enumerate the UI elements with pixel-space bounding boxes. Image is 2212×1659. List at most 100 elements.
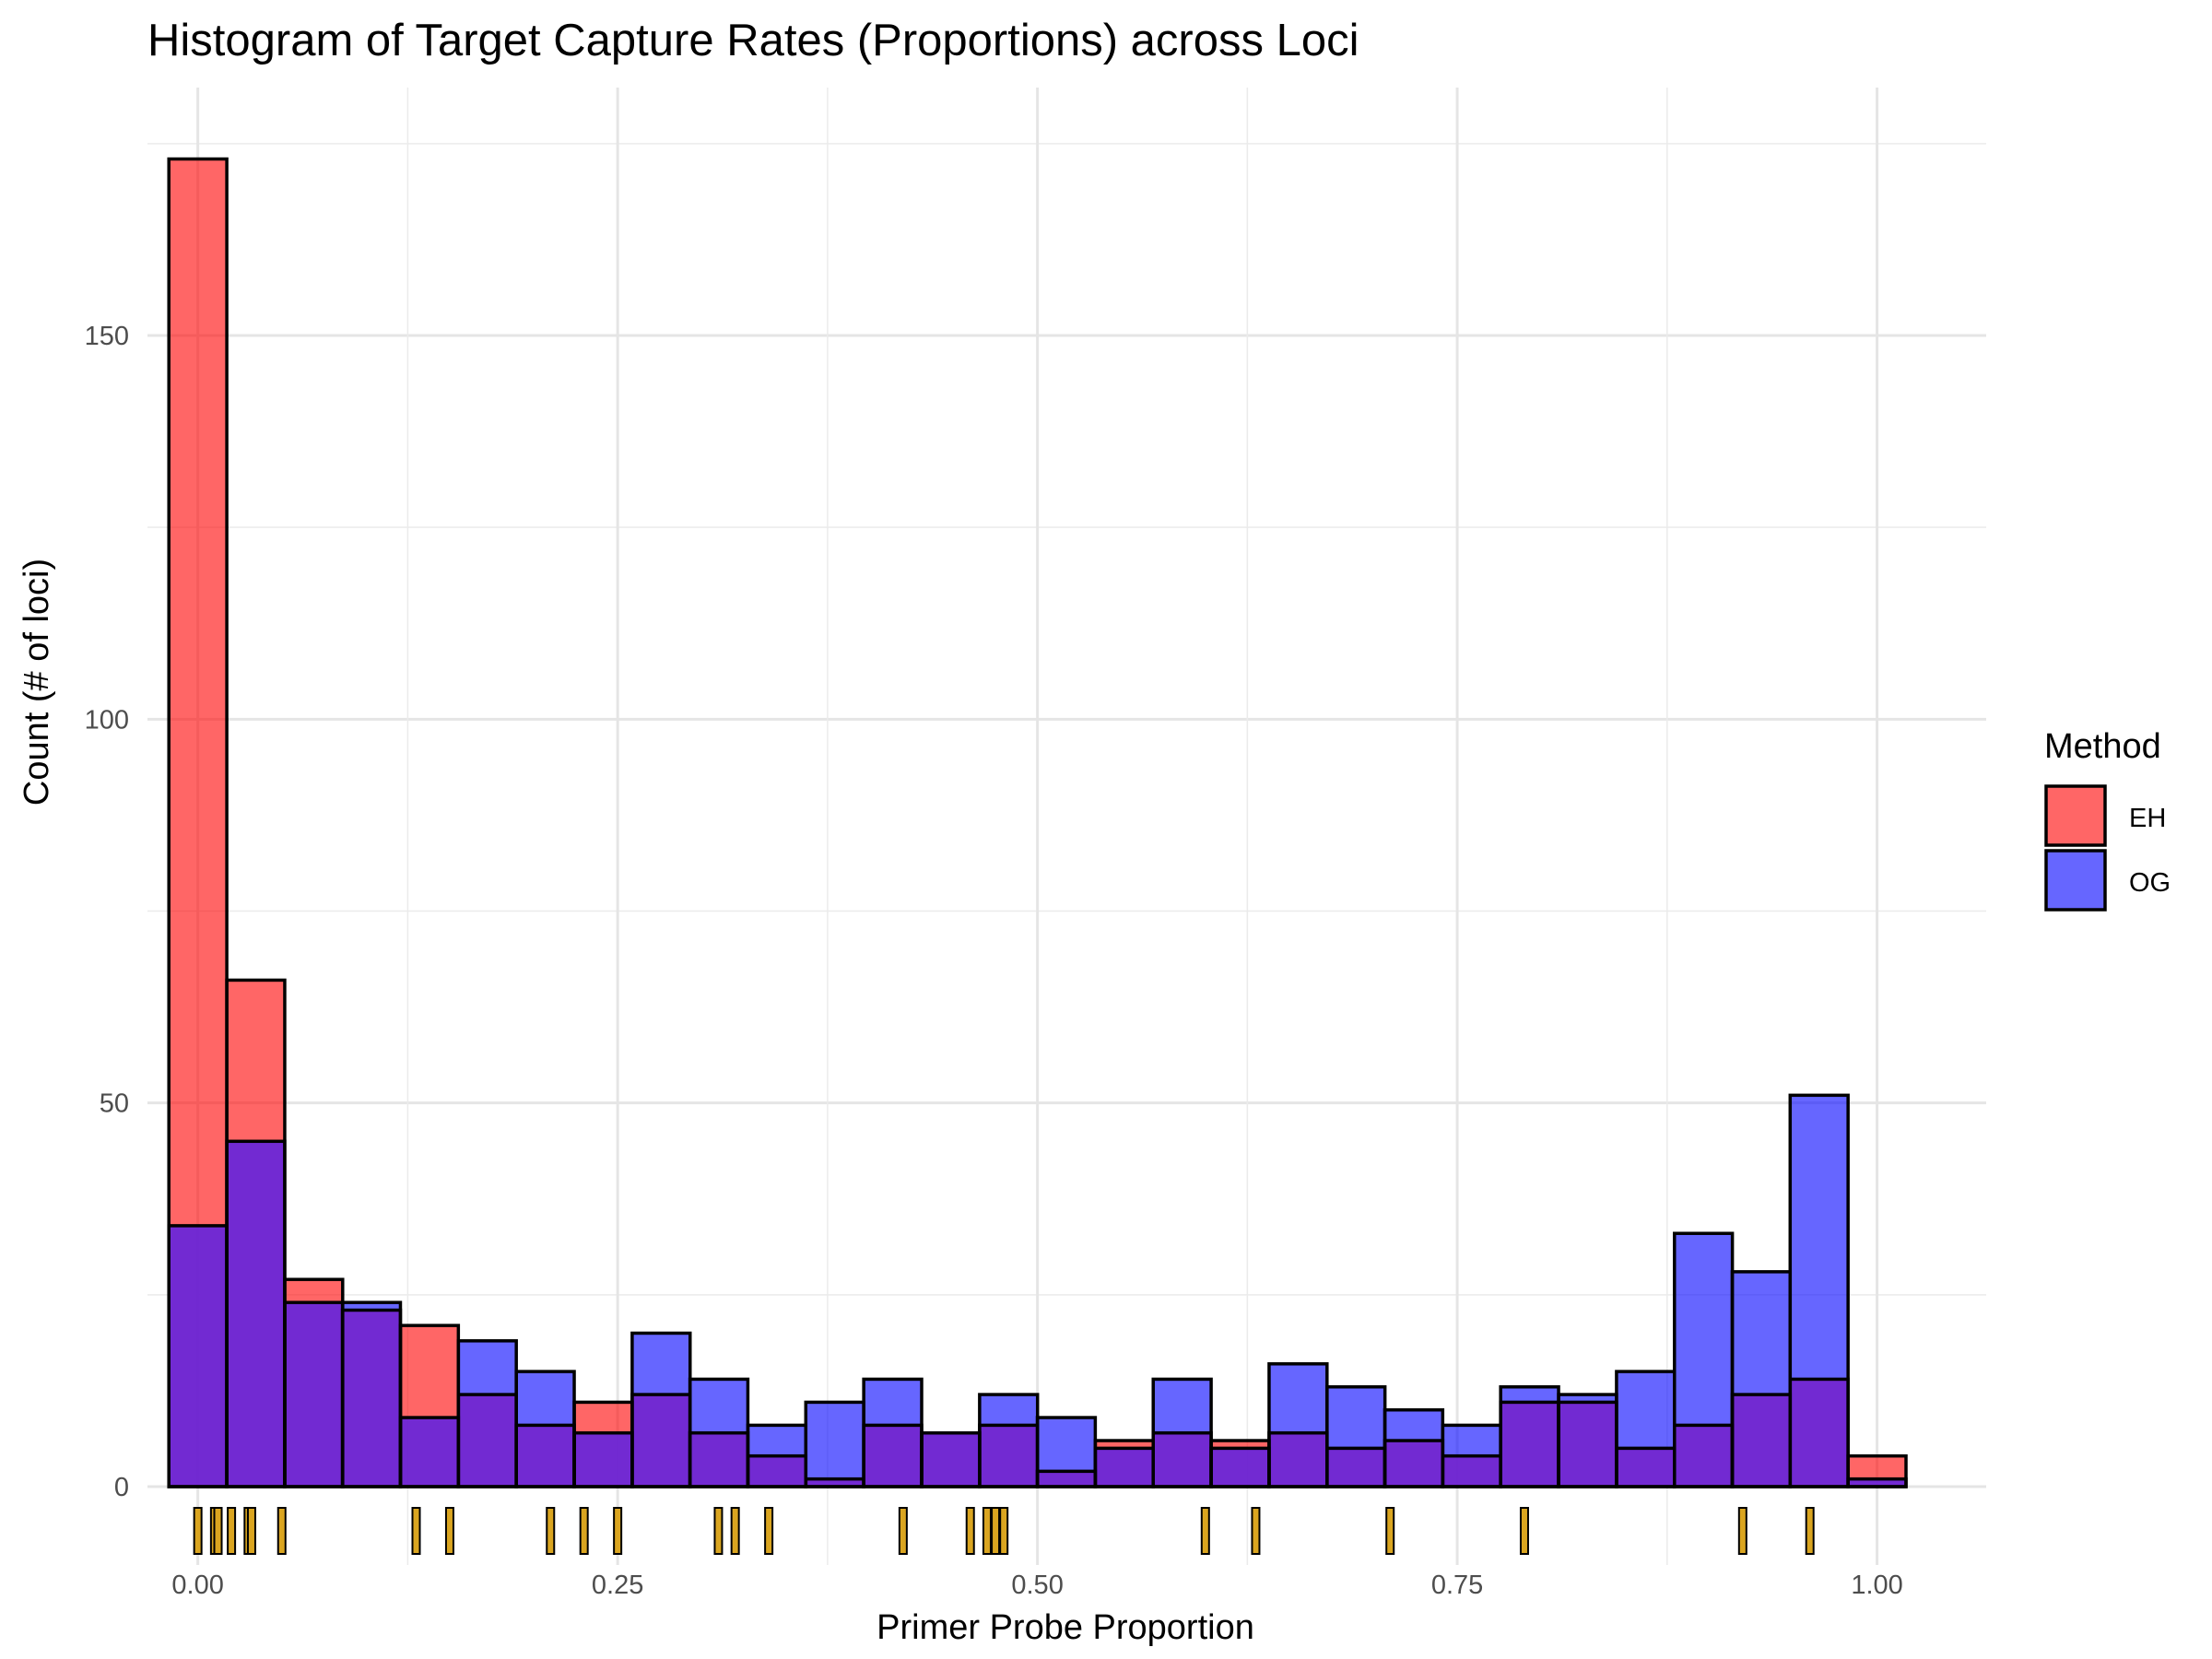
bar-fill-upper [1559,1394,1617,1403]
bar-fill-overlap [689,1432,748,1487]
bar-og [514,1370,576,1488]
legend-title: Method [2044,727,2161,766]
rug-mark [730,1507,740,1555]
bar-fill-overlap [864,1425,922,1487]
bar-fill-overlap [1442,1455,1501,1487]
bar-fill-overlap [747,1455,806,1487]
bar-fill-upper [1616,1371,1675,1449]
bar-fill-upper [1384,1409,1443,1441]
rug-mark [1805,1507,1815,1555]
bar-og [340,1300,403,1488]
bar-fill-upper [1848,1455,1907,1479]
bar-fill-overlap [342,1310,401,1487]
bar-fill-upper [227,980,285,1142]
bar-fill-upper [574,1402,632,1433]
bar-fill-overlap [1326,1448,1385,1487]
bar-fill-overlap [516,1425,575,1487]
y-tick-label: 50 [100,1089,129,1119]
rug-mark [982,1507,992,1555]
bar-fill-upper [458,1340,517,1395]
rug-mark [1251,1507,1261,1555]
bar-fill-upper [284,1279,343,1303]
bar-fill-upper [689,1379,748,1433]
bar-fill-overlap [574,1432,632,1487]
legend-label-og: OG [2129,868,2171,898]
bar-fill-overlap [631,1394,690,1487]
rug-mark [764,1507,774,1555]
bar-fill-overlap [1790,1379,1849,1487]
bar-fill-upper [1674,1233,1733,1426]
bar-fill-overlap [400,1418,459,1487]
bar-fill-overlap [1500,1402,1559,1487]
bar-og [1151,1377,1213,1488]
bar-fill-overlap [1211,1448,1269,1487]
bar-fill-overlap [1384,1441,1443,1487]
rug-mark [444,1507,454,1555]
rug-mark [546,1507,556,1555]
bar-fill-overlap [1559,1402,1617,1487]
y-tick-label: 0 [114,1473,129,1502]
bar-og [1788,1093,1850,1488]
legend-key-og [2044,849,2107,912]
rug-marks [193,1507,1815,1555]
bar-fill-overlap [458,1394,517,1487]
rug-mark [276,1507,287,1555]
bar-fill-upper [1790,1095,1849,1380]
rug-mark [1200,1507,1210,1555]
bar-fill-upper [400,1325,459,1418]
rug-mark [1385,1507,1395,1555]
bar-fill-upper [1326,1386,1385,1449]
bar-fill-upper [1732,1271,1791,1395]
bar-fill-overlap [1732,1394,1791,1487]
rug-mark [898,1507,908,1555]
bar-fill-overlap [979,1425,1038,1487]
bar-fill-upper [342,1302,401,1311]
bar-fill-overlap [1674,1425,1733,1487]
bar-fill-upper [1211,1441,1269,1449]
bar-fill-overlap [284,1302,343,1487]
bar-fill-overlap [806,1478,865,1487]
bar-fill-upper [631,1333,690,1395]
rug-mark [999,1507,1009,1555]
x-tick-label: 0.75 [1431,1571,1483,1600]
y-tick-label: 100 [85,705,129,735]
bar-fill-overlap [1153,1432,1212,1487]
bar-fill-upper [806,1402,865,1479]
legend-label-eh: EH [2129,804,2166,833]
bar-fill-upper [979,1394,1038,1426]
rug-mark [579,1507,589,1555]
bar-fill-overlap [1268,1432,1327,1487]
bar-fill-overlap [227,1141,285,1487]
legend-entries: EH OG [2044,784,2171,912]
x-tick-label: 0.50 [1011,1571,1063,1600]
x-axis-title: Primer Probe Proportion [877,1608,1254,1647]
rug-mark [227,1507,237,1555]
rug-mark [965,1507,975,1555]
x-tick-label: 1.00 [1851,1571,1902,1600]
legend: Method EH OG [2044,727,2171,912]
bars [167,157,1908,1488]
bar-fill-upper [1153,1379,1212,1433]
bar-fill-upper [1095,1441,1154,1449]
y-tick-label: 150 [85,322,129,351]
bar-fill-overlap [921,1432,980,1487]
bar-fill-upper [1037,1418,1096,1472]
tick-labels: 0.00 0.25 0.50 0.75 1.00 0 50 100 150 [85,322,1903,1600]
bar-fill-upper [1442,1425,1501,1456]
bar-fill-overlap [1095,1448,1154,1487]
bar-fill-upper [864,1379,922,1426]
x-tick-label: 0.00 [171,1571,223,1600]
rug-mark [411,1507,421,1555]
rug-mark [613,1507,623,1555]
legend-key-eh [2044,784,2107,847]
bar-fill-upper [1500,1386,1559,1403]
bar-fill-upper [169,159,228,1226]
bar-fill-overlap [1848,1478,1907,1487]
rug-mark [1519,1507,1529,1555]
rug-mark [246,1507,256,1555]
rug-mark [213,1507,223,1555]
x-tick-label: 0.25 [592,1571,643,1600]
chart-title: Histogram of Target Capture Rates (Propo… [147,16,1359,65]
bar-fill-overlap [169,1225,228,1487]
